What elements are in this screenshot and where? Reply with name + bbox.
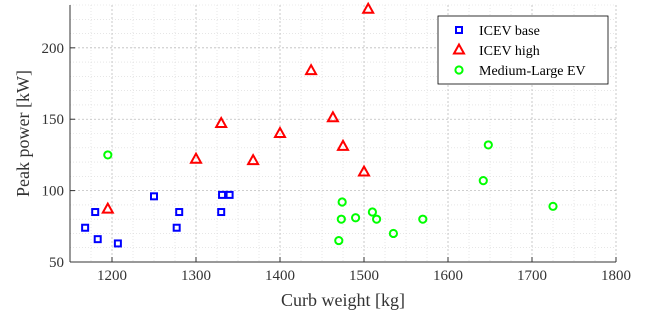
legend-marker-circle (454, 65, 464, 75)
data-point-circle (103, 150, 113, 160)
legend-entry: ICEV base (479, 24, 540, 39)
data-point-square (81, 223, 90, 232)
data-point-square (91, 208, 100, 217)
data-point-circle (372, 214, 382, 224)
data-point-square (175, 208, 184, 217)
data-point-triangle (304, 63, 318, 76)
data-point-circle (388, 228, 398, 239)
y-tick-label: 100 (42, 184, 65, 200)
y-axis-label: Peak power [kW] (13, 70, 33, 197)
data-point-circle (337, 197, 347, 207)
x-axis-label: Curb weight [kg] (281, 290, 405, 310)
legend-marker-triangle (452, 42, 466, 55)
x-tick-label: 1600 (433, 268, 463, 284)
y-tick-label: 200 (42, 41, 65, 57)
data-point-circle (548, 201, 558, 211)
data-point-circle (336, 214, 346, 224)
data-point-circle (351, 213, 361, 223)
legend: ICEV base ICEV high Medium-Large EV (437, 15, 609, 85)
legend-entry: Medium-Large EV (479, 64, 586, 79)
data-point-square (218, 190, 227, 199)
legend-box (437, 15, 609, 85)
data-point-triangle (273, 125, 287, 138)
data-point-circle (418, 214, 428, 224)
data-point-triangle (101, 201, 115, 214)
data-point-triangle (189, 151, 203, 164)
data-points (81, 1, 558, 248)
x-tick-label: 1800 (601, 268, 631, 284)
data-point-square (93, 235, 102, 244)
x-tick-label: 1500 (349, 268, 379, 284)
data-point-circle (334, 235, 344, 246)
legend-entry: ICEV high (479, 44, 540, 59)
data-point-square (172, 223, 181, 232)
x-tick-label: 1700 (517, 268, 547, 284)
data-point-triangle (357, 164, 371, 177)
data-point-square (225, 190, 234, 199)
data-point-square (217, 208, 226, 217)
data-point-square (150, 192, 158, 201)
data-point-square (113, 239, 122, 248)
data-point-circle (483, 140, 493, 150)
data-point-triangle (214, 115, 228, 129)
axes: 1200 1300 1400 1500 1600 1700 1800 50 100 150 200 (42, 5, 631, 284)
x-tick-label: 1400 (265, 268, 295, 284)
data-point-triangle (336, 138, 350, 151)
y-tick-label: 150 (42, 112, 65, 128)
x-tick-label: 1300 (181, 268, 211, 284)
data-point-circle (478, 176, 488, 186)
data-point-triangle (361, 1, 375, 14)
data-point-circle (367, 207, 377, 217)
x-tick-label: 1200 (97, 268, 127, 284)
data-point-triangle (246, 153, 260, 166)
legend-marker-square (455, 26, 463, 34)
y-tick-label: 50 (49, 255, 64, 271)
data-point-triangle (326, 110, 340, 123)
